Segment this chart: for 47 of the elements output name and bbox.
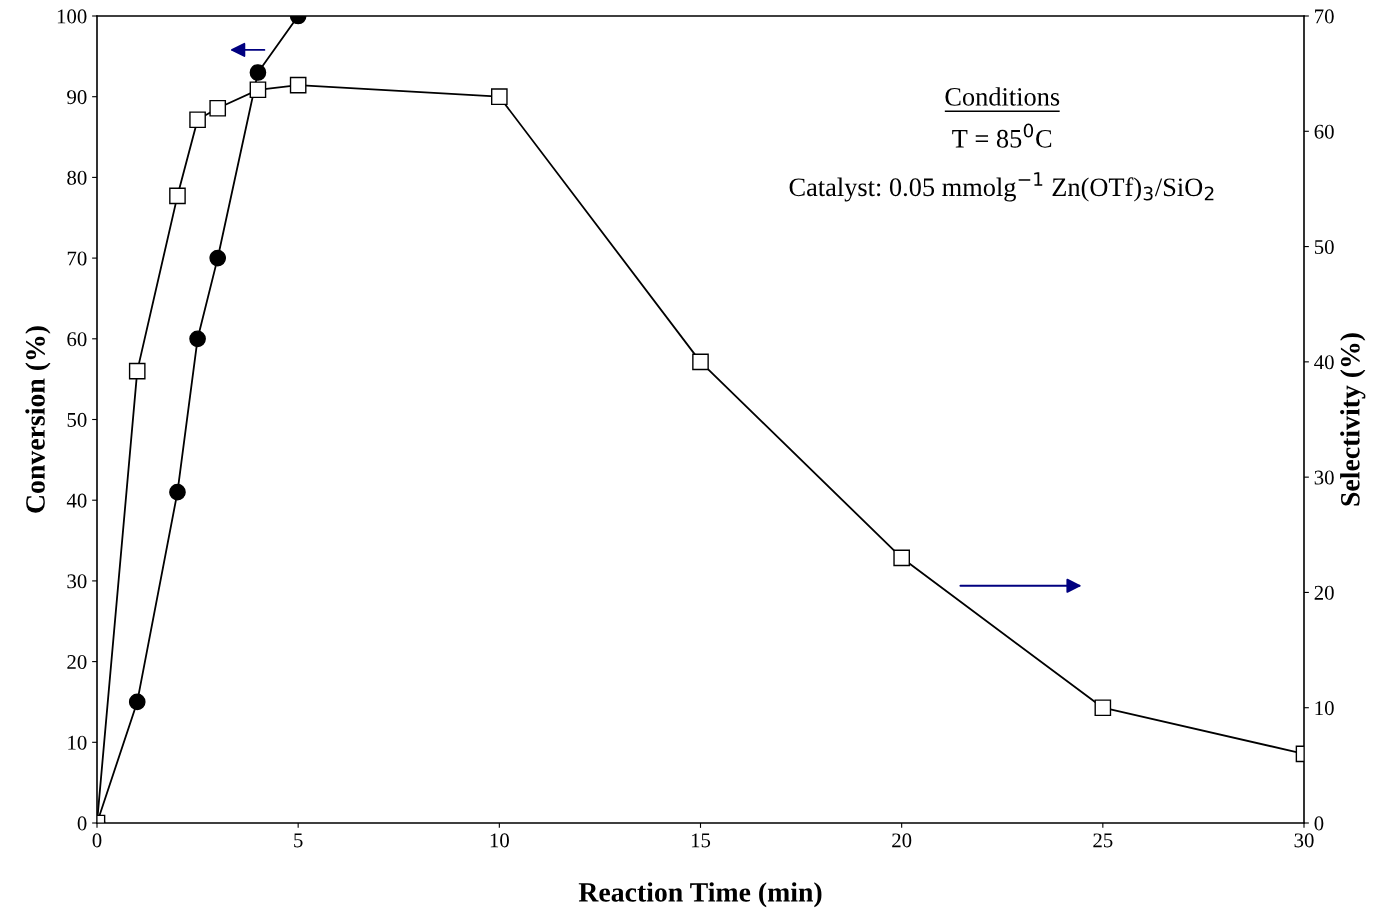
y-tick-label: 80 (67, 170, 87, 185)
point (209, 99, 227, 117)
annotation: Catalyst: 0.05 mmolg$^{−1}$ Zn(OTf)$_{3}$/SiO$_{2}$ (789, 172, 1214, 202)
x-axis-title: Reaction Time (min) (578, 882, 822, 908)
y2-axis-title: Selectivity (%) (1340, 333, 1366, 506)
y2-tick-label: 10 (1315, 701, 1334, 716)
point (893, 549, 911, 567)
x-tick-label: 20 (892, 833, 912, 848)
y-tick-label: 100 (57, 9, 87, 24)
y2-tick-label: 60 (1314, 124, 1334, 139)
x-tick-label: 25 (1093, 833, 1113, 848)
y2-tick-label: 0 (1314, 816, 1324, 831)
point (189, 111, 206, 129)
point (128, 693, 146, 711)
y2-tick-label: 30 (1314, 470, 1334, 485)
x-tick-label: 15 (691, 833, 711, 848)
y-tick-label: 20 (67, 654, 87, 670)
y2-tick-label: 50 (1314, 239, 1334, 254)
point (289, 76, 307, 94)
point (692, 353, 709, 371)
y-tick-label: 30 (67, 574, 87, 589)
y-tick-label: 0 (77, 816, 87, 831)
point (490, 88, 508, 106)
y-tick-label: 50 (67, 412, 87, 427)
point (189, 330, 206, 348)
annotation: T = 85$^{0}$C (952, 123, 1052, 148)
y-tick-label: 70 (67, 251, 87, 266)
annotation: Conditions (945, 87, 1060, 106)
x-tick-label: 10 (490, 833, 509, 848)
x-tick-label: 30 (1294, 833, 1314, 848)
point (169, 483, 186, 501)
x-tick-label: 5 (294, 833, 303, 848)
y2-tick-label: 40 (1314, 355, 1334, 370)
point (209, 249, 227, 267)
y-tick-label: 90 (67, 90, 87, 105)
y-tick-label: 10 (68, 735, 87, 750)
y2-tick-label: 20 (1314, 585, 1334, 600)
y-tick-label: 60 (67, 332, 87, 347)
point (128, 362, 146, 380)
y-tick-label: 40 (66, 493, 87, 508)
point (249, 81, 267, 99)
y2-tick-label: 70 (1315, 9, 1334, 24)
point (1094, 699, 1112, 717)
point (249, 64, 267, 81)
x-tick-label: 0 (92, 833, 102, 848)
point (169, 187, 186, 205)
y-axis-title: Conversion (%) (25, 326, 51, 513)
